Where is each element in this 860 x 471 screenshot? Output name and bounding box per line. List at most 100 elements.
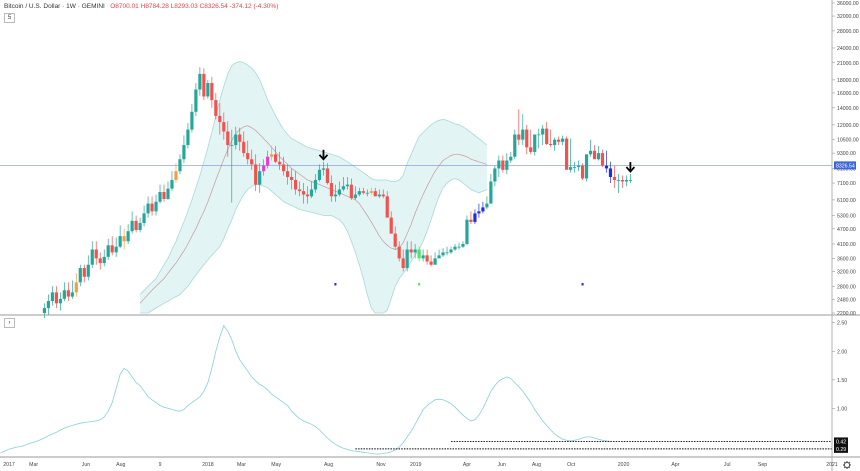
candle[interactable] xyxy=(62,282,66,302)
candle[interactable] xyxy=(162,184,166,202)
candle[interactable] xyxy=(130,211,134,234)
candle[interactable] xyxy=(270,146,274,161)
candle[interactable] xyxy=(94,241,98,265)
candle[interactable] xyxy=(210,76,214,108)
candle[interactable] xyxy=(377,189,381,199)
candle[interactable] xyxy=(182,135,186,164)
candle[interactable] xyxy=(493,165,497,187)
candle[interactable] xyxy=(469,211,473,225)
candle[interactable] xyxy=(385,191,389,218)
candle[interactable] xyxy=(417,246,421,262)
candle[interactable] xyxy=(325,163,330,185)
candle[interactable] xyxy=(134,215,138,233)
candle[interactable] xyxy=(146,196,150,218)
candle[interactable] xyxy=(405,241,409,272)
candle[interactable] xyxy=(98,252,102,270)
candle[interactable] xyxy=(409,241,413,259)
candle[interactable] xyxy=(317,164,322,182)
candle[interactable] xyxy=(545,122,549,146)
candle[interactable] xyxy=(126,224,130,244)
candle[interactable] xyxy=(305,186,310,204)
candle[interactable] xyxy=(301,183,306,204)
candle[interactable] xyxy=(230,129,234,203)
candle[interactable] xyxy=(533,134,537,156)
candle[interactable] xyxy=(425,249,429,265)
candle[interactable] xyxy=(365,189,369,197)
candle[interactable] xyxy=(222,112,226,140)
candle[interactable] xyxy=(437,249,441,259)
candle[interactable] xyxy=(258,163,262,193)
candle[interactable] xyxy=(580,163,585,180)
candle[interactable] xyxy=(517,109,521,146)
candle[interactable] xyxy=(206,79,210,99)
indicator-toggle-button[interactable]: 5 xyxy=(4,13,15,23)
candle[interactable] xyxy=(628,174,633,184)
candle[interactable] xyxy=(561,135,565,146)
candle[interactable] xyxy=(485,196,489,210)
candle[interactable] xyxy=(293,171,298,195)
candle[interactable] xyxy=(445,246,449,256)
candle[interactable] xyxy=(218,103,222,135)
candle[interactable] xyxy=(110,236,114,256)
candle[interactable] xyxy=(588,139,593,157)
candle[interactable] xyxy=(481,201,485,214)
candle[interactable] xyxy=(150,196,154,216)
candle[interactable] xyxy=(289,168,294,190)
candle[interactable] xyxy=(584,154,589,182)
candle[interactable] xyxy=(278,151,282,170)
candle[interactable] xyxy=(505,153,509,175)
candle[interactable] xyxy=(122,228,126,250)
candle[interactable] xyxy=(596,146,601,161)
candle[interactable] xyxy=(557,136,561,146)
candle[interactable] xyxy=(54,286,58,309)
interval[interactable]: 1W xyxy=(66,3,76,10)
oscillator-pane[interactable] xyxy=(0,324,832,455)
candle[interactable] xyxy=(102,249,106,267)
candle[interactable] xyxy=(114,237,118,257)
candle[interactable] xyxy=(553,137,557,151)
lower-pane-toggle-button[interactable]: › xyxy=(4,318,15,328)
candle[interactable] xyxy=(449,246,453,254)
candle[interactable] xyxy=(254,154,258,192)
candle[interactable] xyxy=(266,150,270,169)
candle[interactable] xyxy=(612,165,617,188)
candle[interactable] xyxy=(576,160,581,172)
candle[interactable] xyxy=(381,189,385,199)
candle[interactable] xyxy=(186,123,190,149)
candle[interactable] xyxy=(78,264,82,287)
candle[interactable] xyxy=(333,184,338,202)
candle[interactable] xyxy=(118,225,122,249)
candle[interactable] xyxy=(461,241,465,249)
candle[interactable] xyxy=(465,215,469,246)
candle[interactable] xyxy=(170,171,174,192)
candle[interactable] xyxy=(616,174,621,193)
candle[interactable] xyxy=(82,264,86,283)
candle[interactable] xyxy=(226,121,230,157)
candle[interactable] xyxy=(393,226,397,250)
candle[interactable] xyxy=(608,161,613,184)
candle[interactable] xyxy=(429,255,433,267)
candle[interactable] xyxy=(453,243,457,251)
candle[interactable] xyxy=(138,217,142,233)
candle[interactable] xyxy=(549,129,553,148)
candle[interactable] xyxy=(142,205,146,227)
candle[interactable] xyxy=(604,150,609,173)
candle[interactable] xyxy=(297,181,302,197)
price-pane[interactable] xyxy=(0,61,832,319)
candle[interactable] xyxy=(262,159,266,176)
candle[interactable] xyxy=(46,294,51,316)
candle[interactable] xyxy=(361,187,365,195)
candle[interactable] xyxy=(242,131,246,157)
candle[interactable] xyxy=(441,248,445,257)
candle[interactable] xyxy=(489,174,493,204)
candle[interactable] xyxy=(501,155,505,173)
candle[interactable] xyxy=(329,175,334,202)
candle[interactable] xyxy=(166,181,170,200)
candle[interactable] xyxy=(401,249,405,272)
candle[interactable] xyxy=(313,174,318,193)
candle[interactable] xyxy=(529,129,533,155)
candle[interactable] xyxy=(341,176,345,192)
candle[interactable] xyxy=(337,181,342,197)
symbol-name[interactable]: Bitcoin / U.S. Dollar xyxy=(4,3,61,10)
